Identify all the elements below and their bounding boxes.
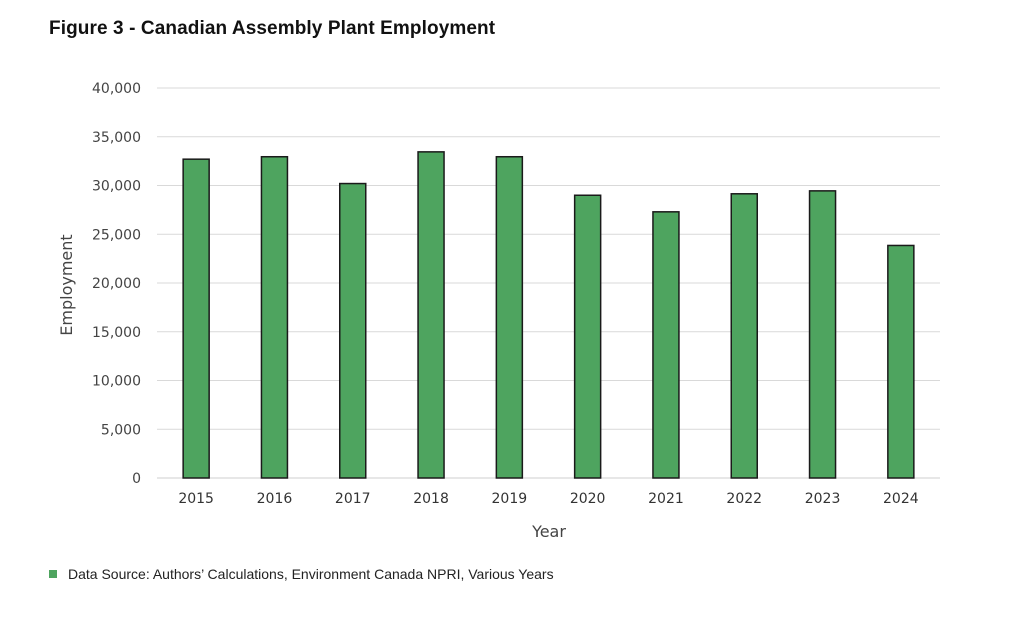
y-tick-label: 5,000 <box>101 422 141 438</box>
x-tick-label: 2016 <box>257 491 293 507</box>
figure-title: Figure 3 - Canadian Assembly Plant Emplo… <box>49 18 496 39</box>
data-source-text: Data Source: Authors’ Calculations, Envi… <box>68 566 554 582</box>
bar-2015 <box>182 158 210 479</box>
bar-2021 <box>652 211 680 479</box>
x-tick-label: 2019 <box>492 491 528 507</box>
x-axis-label: Year <box>531 522 566 541</box>
bar-2018 <box>417 151 445 479</box>
x-tick-label: 2017 <box>335 491 371 507</box>
x-tick-label: 2022 <box>726 491 762 507</box>
y-tick-label: 25,000 <box>92 227 141 243</box>
y-tick-label: 40,000 <box>92 81 141 97</box>
y-tick-label: 20,000 <box>92 276 141 292</box>
bar-2023 <box>808 190 837 479</box>
data-source-note: Data Source: Authors’ Calculations, Envi… <box>49 566 554 582</box>
x-axis-ticks: 2015 2016 2017 2018 2019 2020 2021 2022 2023 2024 <box>178 491 918 507</box>
bar-2019 <box>495 155 524 479</box>
bar-2022 <box>730 193 758 479</box>
y-tick-label: 35,000 <box>92 130 141 146</box>
x-tick-label: 2018 <box>413 491 449 507</box>
bar-2024 <box>887 244 915 479</box>
y-tick-label: 10,000 <box>92 374 141 390</box>
x-tick-label: 2021 <box>648 491 684 507</box>
y-tick-label: 0 <box>132 471 141 487</box>
y-axis-label: Employment <box>57 234 76 335</box>
y-tick-label: 30,000 <box>92 179 141 195</box>
y-axis-ticks: 0 5,000 10,000 15,000 20,000 25,000 30,000 35,0… <box>92 81 141 487</box>
x-tick-label: 2023 <box>805 491 841 507</box>
x-tick-label: 2024 <box>883 491 919 507</box>
x-tick-label: 2015 <box>178 491 214 507</box>
y-tick-label: 15,000 <box>92 325 141 341</box>
bar-2016 <box>260 155 289 479</box>
bar-2017 <box>339 182 367 479</box>
bars <box>182 151 915 479</box>
bar-2020 <box>573 194 602 479</box>
legend-square-icon <box>49 570 57 578</box>
x-tick-label: 2020 <box>570 491 606 507</box>
